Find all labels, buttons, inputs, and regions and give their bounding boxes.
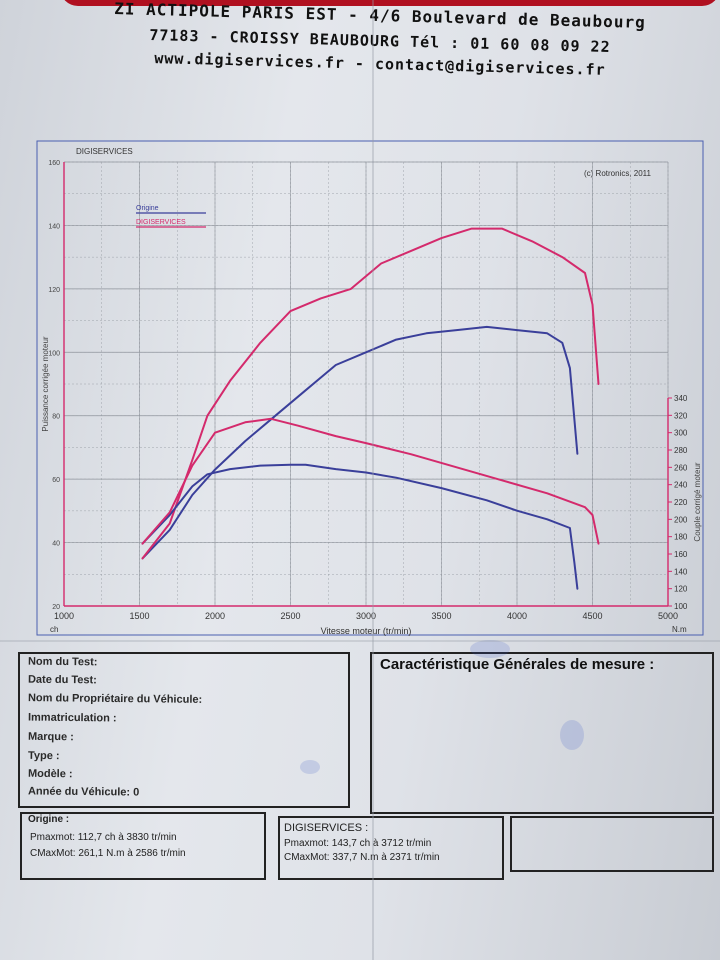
paper-fold-horizontal bbox=[0, 640, 720, 642]
y-tick-label-right: 340 bbox=[674, 394, 688, 403]
x-tick-label: 3000 bbox=[356, 611, 376, 621]
dyno-chart-svg: DIGISERVICES (c) Rotronics, 2011 20 40 60 80 1… bbox=[36, 140, 704, 636]
nom-test-label: Nom du Test: bbox=[27, 655, 98, 669]
origine-pmax: Pmaxmot: 112,7 ch à 3830 tr/min bbox=[30, 832, 177, 843]
annee-label: Année du Véhicule: 0 bbox=[27, 785, 140, 799]
modele-label: Modèle : bbox=[27, 767, 73, 781]
unit-left-label: ch bbox=[50, 625, 58, 634]
caracteristiques-title: Caractéristique Générales de mesure : bbox=[380, 656, 655, 673]
y-tick-label-right: 140 bbox=[674, 567, 688, 576]
test-info-box bbox=[18, 652, 350, 808]
paper-fold-vertical bbox=[372, 0, 374, 960]
unit-right-label: N.m bbox=[672, 625, 687, 634]
origine-cmax: CMaxMot: 261,1 N.m à 2586 tr/min bbox=[30, 848, 186, 859]
ink-smudge bbox=[470, 640, 510, 658]
marque-label: Marque : bbox=[27, 730, 74, 744]
y-tick-label-right: 200 bbox=[674, 515, 688, 524]
x-tick-label: 1000 bbox=[54, 611, 74, 621]
origine-title: Origine : bbox=[28, 814, 70, 825]
chart-border bbox=[36, 140, 704, 636]
legend-label: Origine bbox=[136, 205, 159, 212]
date-test-label: Date du Test: bbox=[27, 673, 97, 687]
y-axis-label-left: Puissance corrigée moteur bbox=[41, 336, 50, 431]
x-axis-label: Vitesse moteur (tr/min) bbox=[321, 626, 412, 636]
y-tick-label-right: 280 bbox=[674, 446, 688, 455]
y-tick-label-left: 140 bbox=[48, 223, 60, 230]
x-tick-label: 4500 bbox=[582, 611, 602, 621]
y-tick-label-left: 40 bbox=[52, 541, 60, 548]
x-tick-label: 2500 bbox=[280, 611, 300, 621]
y-axis-label-right: Couple corrigé moteur bbox=[693, 462, 702, 541]
y-tick-label-right: 100 bbox=[674, 602, 688, 611]
series-line-origine-torque bbox=[141, 463, 579, 590]
chart-copyright-label: (c) Rotronics, 2011 bbox=[584, 169, 652, 178]
proprietaire-label: Nom du Propriétaire du Véhicule: bbox=[27, 692, 203, 706]
y-tick-label-left: 60 bbox=[52, 477, 60, 484]
ink-smudge bbox=[560, 720, 584, 750]
x-tick-label: 2000 bbox=[205, 611, 225, 621]
chart-brand-label: DIGISERVICES bbox=[76, 147, 133, 156]
y-tick-label-right: 240 bbox=[674, 481, 688, 490]
x-tick-label: 3500 bbox=[431, 611, 451, 621]
y-tick-label-right: 260 bbox=[674, 463, 688, 472]
x-tick-label: 4000 bbox=[507, 611, 527, 621]
y-tick-label-right: 180 bbox=[674, 533, 688, 542]
immatriculation-label: Immatriculation : bbox=[27, 711, 117, 725]
digiservices-pmax: Pmaxmot: 143,7 ch à 3712 tr/min bbox=[284, 838, 432, 849]
y-tick-label-right: 220 bbox=[674, 498, 688, 507]
y-tick-label-left: 20 bbox=[52, 604, 60, 611]
y-tick-label-left: 160 bbox=[48, 160, 60, 167]
caracteristiques-box bbox=[370, 652, 714, 814]
y-tick-label-left: 80 bbox=[52, 414, 60, 421]
blank-box bbox=[510, 816, 714, 872]
dyno-chart: DIGISERVICES (c) Rotronics, 2011 20 40 60 80 1… bbox=[36, 140, 704, 640]
type-label: Type : bbox=[27, 749, 60, 763]
legend-label: DIGISERVICES bbox=[136, 219, 186, 226]
y-tick-label-right: 300 bbox=[674, 429, 688, 438]
origine-summary-box bbox=[20, 812, 266, 880]
x-tick-label: 5000 bbox=[658, 611, 678, 621]
series-line-digiservices-torque bbox=[141, 417, 600, 545]
y-tick-label-left: 100 bbox=[48, 350, 60, 357]
digiservices-cmax: CMaxMot: 337,7 N.m à 2371 tr/min bbox=[284, 852, 440, 863]
y-tick-label-right: 320 bbox=[674, 411, 688, 420]
digiservices-title: DIGISERVICES : bbox=[284, 822, 369, 834]
digiservices-summary-box bbox=[278, 816, 504, 880]
logo-band bbox=[60, 0, 720, 6]
x-tick-label: 1500 bbox=[129, 611, 149, 621]
y-tick-label-right: 160 bbox=[674, 550, 688, 559]
y-tick-label-left: 120 bbox=[48, 287, 60, 294]
ink-smudge bbox=[300, 760, 320, 774]
series-line-digiservices-power bbox=[141, 227, 600, 560]
y-tick-label-right: 120 bbox=[674, 585, 688, 594]
